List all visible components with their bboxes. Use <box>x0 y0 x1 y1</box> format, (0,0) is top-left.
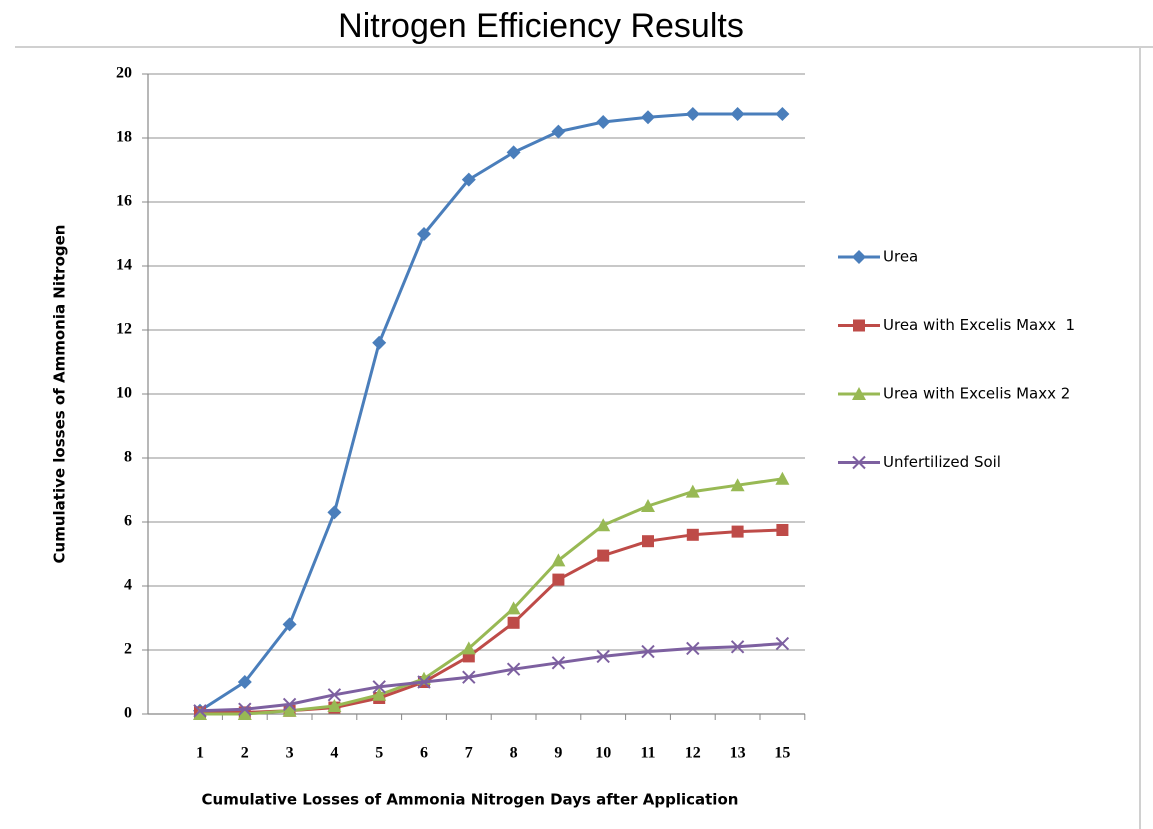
legend-label: Urea <box>883 248 918 266</box>
series-line <box>200 477 783 716</box>
legend-label: Urea with Excelis Maxx 1 <box>883 316 1075 334</box>
point <box>730 478 745 492</box>
x-tick-label: 12 <box>685 745 701 762</box>
y-tick-label: 6 <box>124 513 132 530</box>
point <box>372 687 387 701</box>
point <box>641 499 655 512</box>
point <box>282 703 297 717</box>
y-tick-label: 4 <box>124 577 132 594</box>
point <box>237 675 252 689</box>
point <box>596 115 611 129</box>
point <box>731 525 744 538</box>
x-axis-title: Cumulative Losses of Ammonia Nitrogen Da… <box>202 791 739 809</box>
y-tick-label: 0 <box>124 705 132 722</box>
x-tick-label: 4 <box>330 745 338 762</box>
point <box>507 616 520 629</box>
point <box>506 145 521 160</box>
point <box>506 601 521 615</box>
point <box>461 641 476 655</box>
x-tick-label: 5 <box>375 745 383 762</box>
point <box>596 518 611 532</box>
x-tick-label: 1 <box>196 745 204 762</box>
point <box>327 699 342 712</box>
legend-label: Unfertilized Soil <box>883 453 1001 471</box>
x-tick-label: 11 <box>640 745 655 762</box>
legend-marker <box>852 387 866 400</box>
x-tick-label: 10 <box>595 745 611 762</box>
point <box>686 528 699 541</box>
point <box>238 702 252 716</box>
y-tick-label: 2 <box>124 641 132 658</box>
point <box>730 640 745 654</box>
y-axis-title: Cumulative losses of Ammonia Nitrogen <box>51 225 69 564</box>
point <box>642 535 654 548</box>
point <box>775 636 790 651</box>
point <box>461 172 476 187</box>
point <box>417 227 431 241</box>
chart-title: Nitrogen Efficiency Results <box>338 7 744 45</box>
point <box>775 107 790 121</box>
point <box>551 553 566 567</box>
legend-marker <box>853 319 865 332</box>
y-tick-label: 8 <box>124 449 132 466</box>
point <box>551 656 566 670</box>
point <box>685 107 700 121</box>
point <box>193 704 207 718</box>
point <box>282 617 297 632</box>
y-tick-label: 20 <box>116 65 132 82</box>
x-tick-label: 3 <box>286 745 294 762</box>
point <box>193 707 207 720</box>
point <box>596 649 610 664</box>
point <box>372 680 386 694</box>
point <box>686 641 700 656</box>
x-tick-label: 7 <box>465 745 473 762</box>
y-tick-label: 10 <box>116 385 132 402</box>
point <box>641 644 655 659</box>
x-tick-label: 6 <box>420 745 428 762</box>
y-tick-label: 16 <box>116 193 132 210</box>
point <box>237 707 252 720</box>
x-tick-label: 2 <box>241 745 249 762</box>
legend-label: Urea with Excelis Maxx 2 <box>883 385 1070 403</box>
point <box>327 505 342 520</box>
legend-marker <box>852 250 866 264</box>
x-tick-label: 8 <box>510 745 518 762</box>
x-tick-label: 15 <box>774 745 790 762</box>
point <box>417 675 431 689</box>
y-tick-label: 12 <box>116 321 132 338</box>
point <box>327 688 342 702</box>
point <box>730 107 745 121</box>
x-tick-label: 9 <box>554 745 562 762</box>
point <box>641 110 655 125</box>
point <box>552 573 565 586</box>
point <box>372 335 387 350</box>
point <box>506 662 521 676</box>
point <box>685 484 700 498</box>
y-tick-label: 18 <box>116 129 132 146</box>
point <box>462 670 476 684</box>
x-tick-label: 13 <box>730 745 746 762</box>
point <box>597 549 610 562</box>
point <box>551 124 566 139</box>
point <box>775 471 790 485</box>
point <box>282 697 297 712</box>
legend-marker <box>852 455 866 470</box>
y-tick-label: 14 <box>116 257 132 274</box>
series-line <box>199 112 783 713</box>
point <box>776 524 789 536</box>
series-line <box>199 642 783 713</box>
